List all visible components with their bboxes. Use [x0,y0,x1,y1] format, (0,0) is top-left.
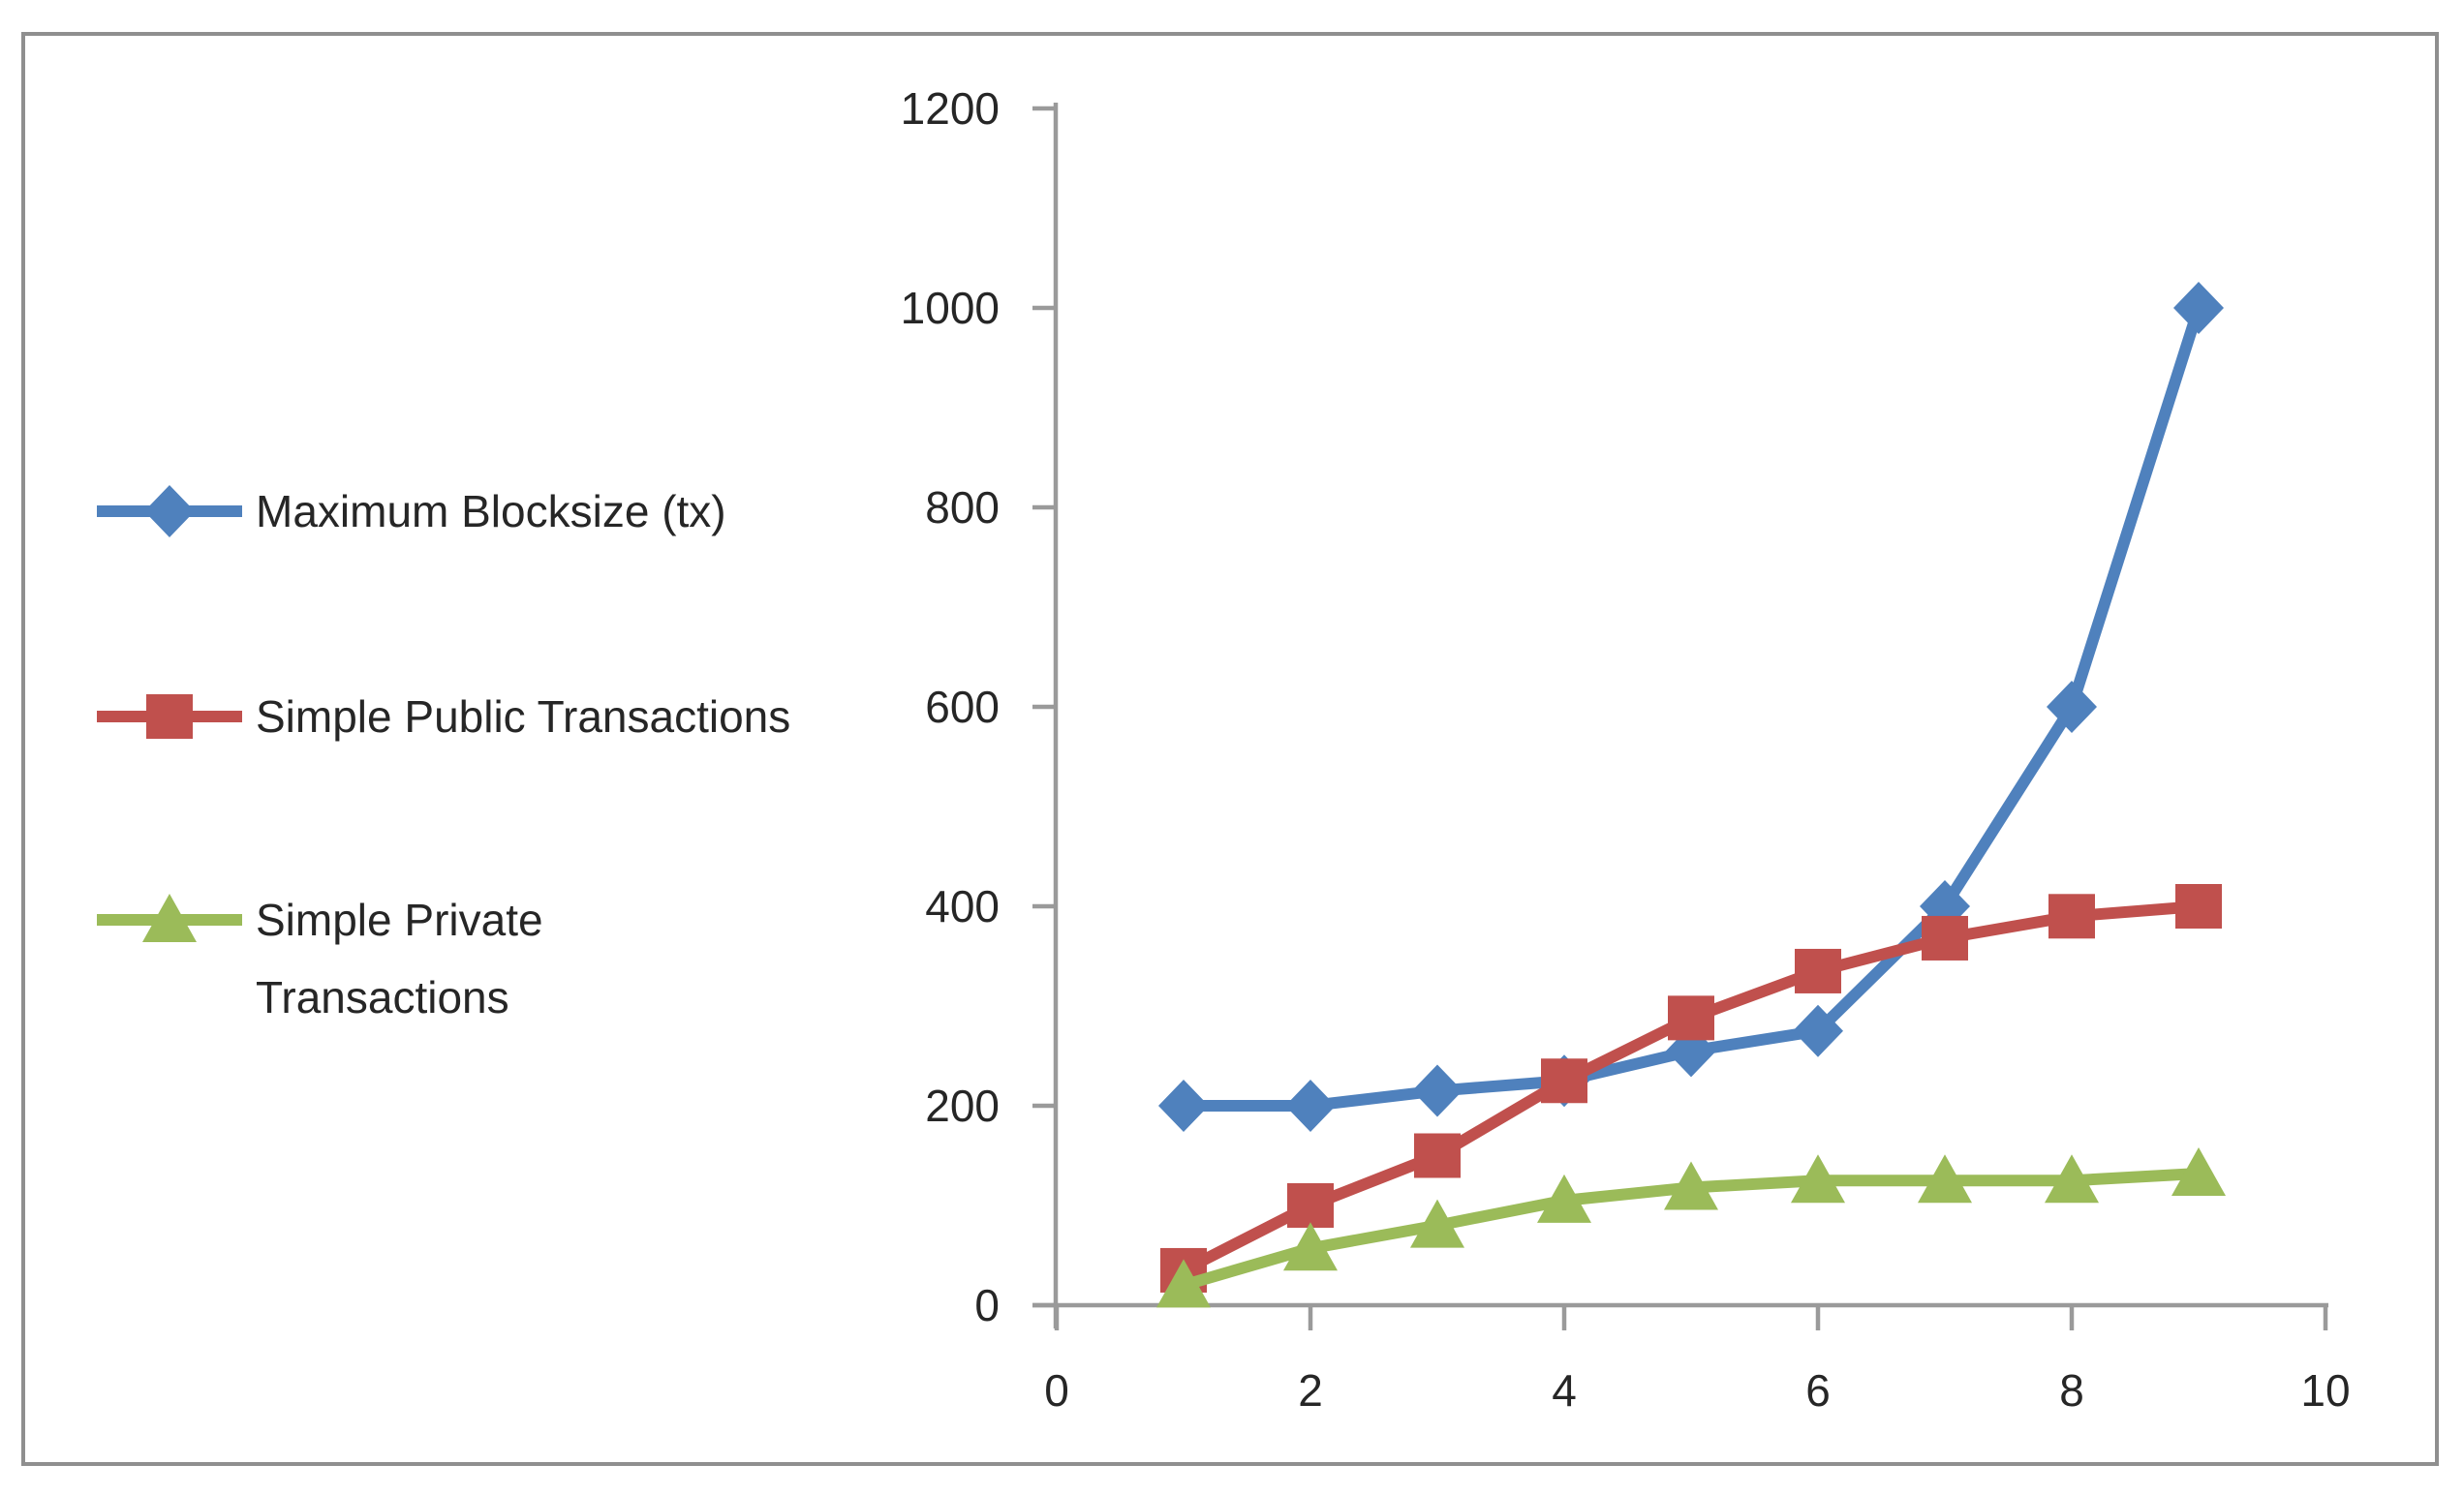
x-tick-label: 10 [2300,1365,2350,1416]
y-tick-label: 0 [974,1280,1000,1330]
y-tick-label: 1000 [901,283,1000,333]
legend-item-simple-public: Simple Public Transactions [97,678,798,755]
y-tick-label: 400 [925,881,1000,931]
legend-marker-diamond-icon [97,485,242,537]
y-tick-label: 200 [925,1081,1000,1131]
chart-border [21,32,2439,1466]
x-tick-label: 4 [1552,1365,1577,1416]
legend-item-maximum-blocksize: Maximum Blocksize (tx) [97,473,798,550]
legend-marker-triangle-icon [97,894,242,942]
legend-label: Simple Private Transactions [256,895,543,1022]
legend-label: Maximum Blocksize (tx) [256,486,726,536]
x-tick-label: 2 [1298,1365,1323,1416]
axes [1032,103,2328,1330]
series-triangle [1156,1147,2226,1308]
x-axis-tick-labels: 0 2 4 6 8 10 [1044,1365,2350,1416]
x-tick-label: 6 [1805,1365,1831,1416]
x-tick-label: 0 [1044,1365,1069,1416]
y-axis-tick-labels: 0 200 400 600 800 1000 1200 [901,83,1000,1330]
x-tick-label: 8 [2059,1365,2084,1416]
legend-label: Simple Public Transactions [256,691,791,742]
y-tick-label: 800 [925,482,1000,533]
y-tick-label: 600 [925,682,1000,732]
y-tick-label: 1200 [901,83,1000,134]
legend-marker-square-icon [97,694,242,739]
series-diamond [1158,282,2224,1132]
legend-item-simple-private: Simple Private Transactions [97,881,798,1036]
series-square [1160,884,2222,1293]
